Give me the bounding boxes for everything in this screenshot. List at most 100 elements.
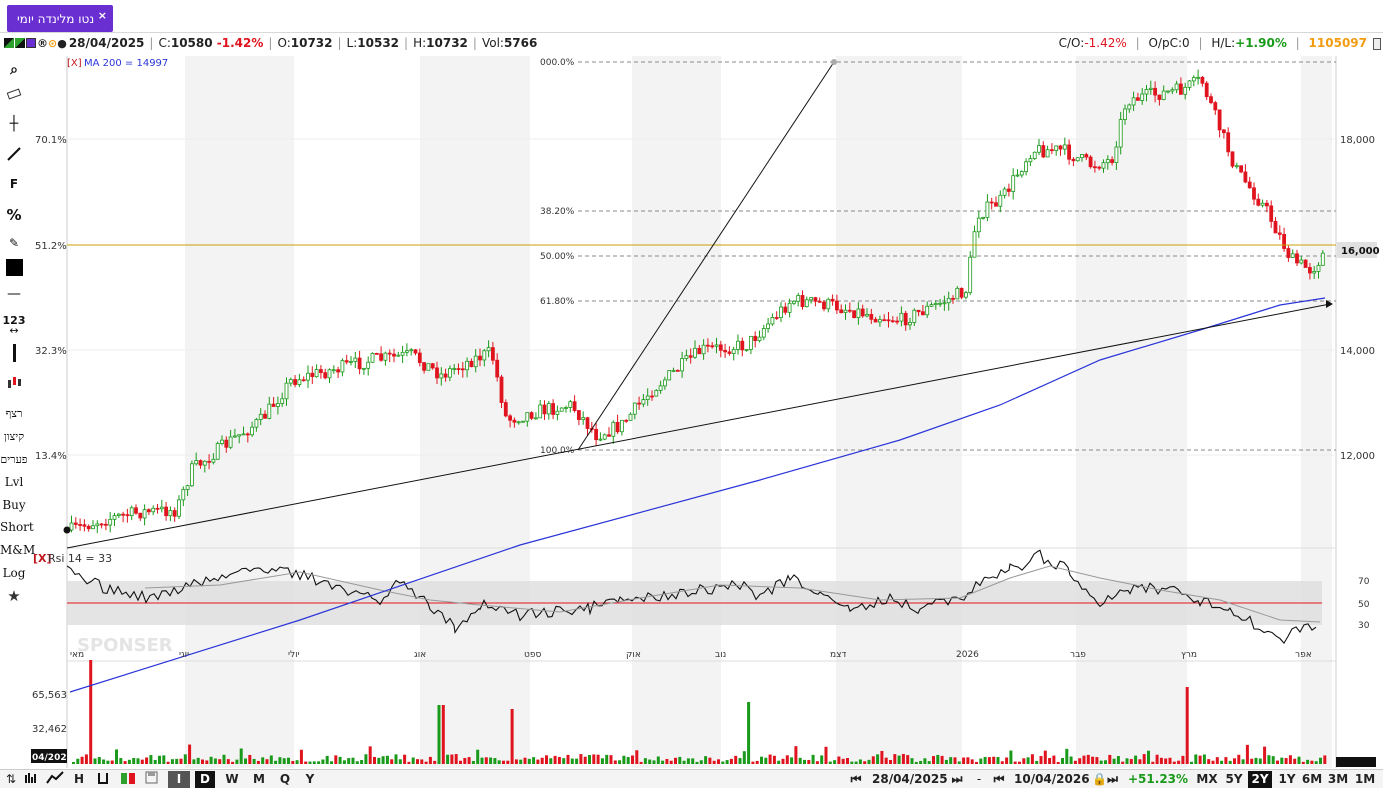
tool-extreme[interactable]: קיצון — [3, 430, 25, 443]
crosshair-icon[interactable]: ┼ — [9, 116, 19, 132]
layout-icon[interactable] — [4, 38, 14, 48]
chart-tab[interactable]: נטו מלינדה יומי × — [7, 5, 113, 32]
lock-icon[interactable]: 🔒⏭ — [1092, 772, 1118, 786]
search-icon[interactable]: ⌕ — [10, 62, 18, 78]
trendline-fib — [577, 61, 835, 451]
line-draw-icon[interactable] — [0, 146, 28, 165]
rsi-line — [66, 549, 1317, 645]
volume-bar — [837, 756, 841, 764]
interval-w-button[interactable]: W — [225, 772, 239, 786]
first-start-icon[interactable]: ⏮ — [850, 772, 862, 786]
range-1y[interactable]: 1Y — [1278, 772, 1296, 786]
candle-body — [1303, 259, 1308, 268]
tool-buy[interactable]: Buy — [2, 498, 26, 512]
percent-icon[interactable]: % — [6, 206, 22, 224]
prev-end-icon[interactable]: ⏮ — [993, 772, 1005, 786]
measure-icon[interactable]: 123 — [2, 314, 26, 327]
volume-bar — [261, 757, 265, 764]
candle-body — [430, 363, 435, 369]
candle-body — [310, 372, 315, 378]
trendline-handle — [831, 59, 837, 65]
tool-sequence[interactable]: רצף — [5, 407, 23, 420]
color-square-icon[interactable] — [0, 259, 28, 276]
volume-bar — [536, 759, 540, 764]
interval-q-button[interactable]: Q — [279, 772, 291, 786]
volume-bar — [975, 761, 978, 764]
interval-i-button[interactable]: I — [168, 771, 190, 788]
interval-y-button[interactable]: Y — [305, 772, 315, 786]
start-date[interactable]: 28/04/2025 — [872, 772, 948, 786]
chart-type-icon[interactable] — [15, 38, 25, 48]
candle-body — [1114, 146, 1119, 163]
volume-bar — [256, 760, 260, 764]
volume-bar — [953, 757, 957, 764]
candle-body — [568, 401, 573, 408]
candle-body — [1204, 82, 1209, 98]
save-icon[interactable] — [142, 771, 160, 788]
range-mx[interactable]: MX — [1196, 772, 1218, 786]
price-label: 12,000 — [1340, 451, 1375, 462]
interval-m-button[interactable]: M — [253, 772, 265, 786]
registered-icon[interactable]: ® — [37, 36, 48, 50]
candle-body — [843, 309, 848, 313]
adjust-icon[interactable]: ⇅ — [5, 772, 17, 786]
volume-bar — [424, 761, 428, 764]
end-date[interactable]: 10/04/2026 — [1014, 772, 1090, 786]
fib-label: 38.20% — [540, 207, 575, 217]
volume-bar — [656, 756, 660, 764]
candle-body — [779, 306, 783, 319]
comment-icon[interactable]: ● — [57, 36, 67, 50]
candle-chart-icon[interactable] — [94, 771, 112, 788]
candle-body — [1269, 205, 1274, 222]
color-candles-icon[interactable] — [118, 771, 138, 788]
rsi-label: Rsi 14 = 33 — [48, 552, 112, 565]
close-icon[interactable]: × — [97, 9, 107, 22]
candle-body — [116, 513, 121, 517]
volume-bar — [1121, 761, 1125, 764]
candle-body — [1071, 158, 1076, 162]
bars-chart-icon[interactable] — [22, 771, 40, 788]
month-label: 2026 — [956, 650, 979, 660]
volume-bar — [416, 759, 419, 764]
range-3m[interactable]: 3M — [1327, 772, 1349, 786]
tool-gaps[interactable]: פערים — [0, 453, 28, 466]
settings-icon[interactable]: ⊙ — [48, 36, 58, 50]
vertical-line-icon[interactable] — [0, 344, 28, 362]
volume-bars — [72, 660, 1327, 764]
volume-bar — [1306, 759, 1310, 764]
template-icon[interactable] — [26, 38, 36, 48]
tool-mm[interactable]: M&M — [0, 543, 36, 557]
interval-d-button[interactable]: D — [195, 771, 215, 788]
volume-bar — [1202, 754, 1206, 764]
volume-bar — [312, 761, 316, 764]
star-icon[interactable]: ★ — [7, 587, 21, 605]
fibonacci-icon[interactable]: F — [9, 177, 19, 191]
range-5y[interactable]: 5Y — [1225, 772, 1243, 786]
range-1m[interactable]: 1M — [1354, 772, 1376, 786]
month-label: ספט — [524, 650, 541, 660]
edit-icon[interactable]: ✎ — [8, 236, 20, 250]
candle-body — [1213, 102, 1218, 111]
horizontal-line-icon[interactable]: — — [7, 286, 21, 302]
tool-lvl[interactable]: Lvl — [4, 475, 24, 489]
eraser-icon[interactable] — [0, 88, 28, 103]
next-start-icon[interactable]: ⏭ — [951, 772, 963, 786]
menu-icon[interactable] — [1373, 38, 1381, 50]
candle-body — [856, 308, 861, 318]
volume-bar — [76, 758, 80, 764]
line-chart-icon[interactable] — [44, 771, 66, 788]
candle-body — [1075, 157, 1080, 162]
volume-bar — [278, 757, 282, 764]
candle-body — [1054, 145, 1059, 151]
range-6m[interactable]: 6M — [1301, 772, 1323, 786]
tool-short[interactable]: Short — [0, 520, 34, 534]
candles-icon[interactable] — [0, 374, 28, 393]
range-2y[interactable]: 2Y — [1248, 771, 1272, 788]
rsi-level: 70 — [1358, 577, 1370, 587]
volume-bar — [1129, 759, 1133, 764]
hlc-icon[interactable]: H — [73, 772, 85, 786]
candle-body — [994, 202, 998, 207]
tool-log[interactable]: Log — [2, 566, 26, 580]
candle-body — [1024, 161, 1028, 173]
